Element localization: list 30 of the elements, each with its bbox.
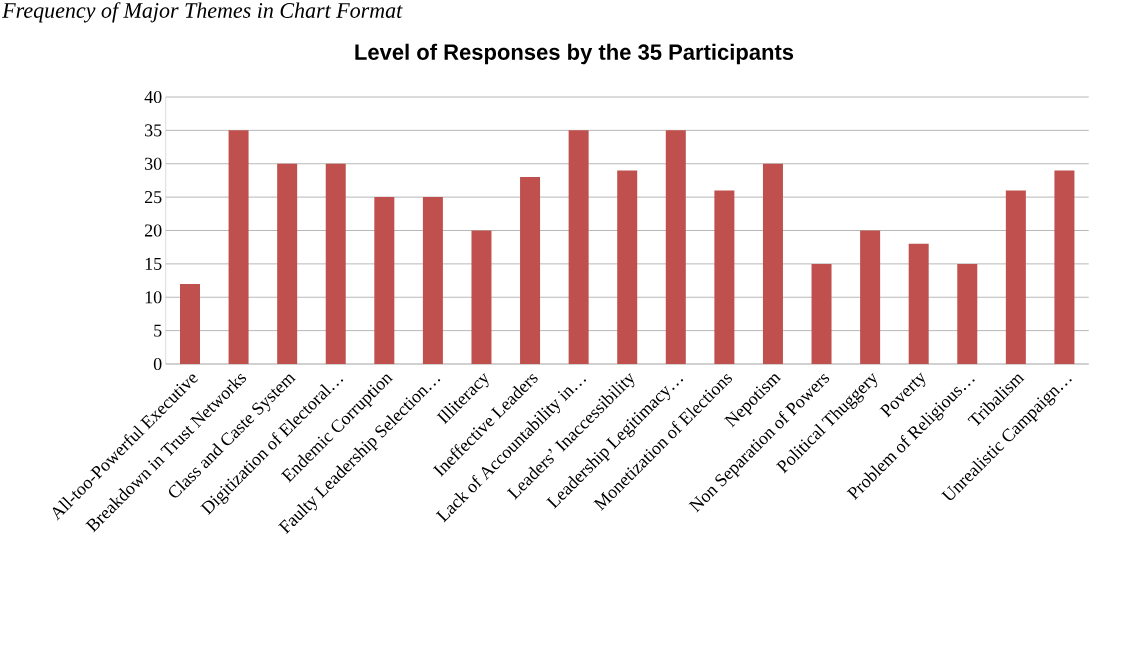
- bar: [520, 177, 541, 364]
- bar: [568, 130, 589, 364]
- bar: [811, 263, 832, 364]
- bar: [374, 197, 395, 364]
- bar: [325, 163, 346, 364]
- text: Frequency of Major Themes in Chart Format: [2, 2, 403, 23]
- bar: [714, 190, 735, 364]
- chart-title: Level of Responses by the 35 Participants: [355, 43, 794, 65]
- bar: [908, 243, 929, 364]
- y-tick-label: 35: [145, 124, 162, 137]
- bar: [277, 163, 298, 364]
- y-tick-label: 25: [144, 191, 162, 204]
- bar: [1005, 190, 1026, 364]
- bar: [860, 230, 881, 364]
- y-tick-label: 20: [144, 224, 162, 237]
- y-tick-label: 40: [144, 90, 162, 104]
- bar: [957, 263, 978, 364]
- y-tick-label: 10: [145, 291, 162, 304]
- bar: [180, 283, 200, 364]
- bar: [762, 163, 783, 364]
- y-tick-label: 0: [153, 357, 162, 371]
- bar: [1054, 170, 1075, 364]
- bar: [228, 130, 249, 364]
- bar: [665, 130, 686, 364]
- y-tick-label: 15: [145, 257, 162, 270]
- y-tick-label: 30: [145, 157, 162, 170]
- bar: [422, 197, 443, 364]
- bar: [617, 170, 638, 364]
- y-tick-label: 5: [154, 324, 162, 337]
- bar: [471, 230, 492, 364]
